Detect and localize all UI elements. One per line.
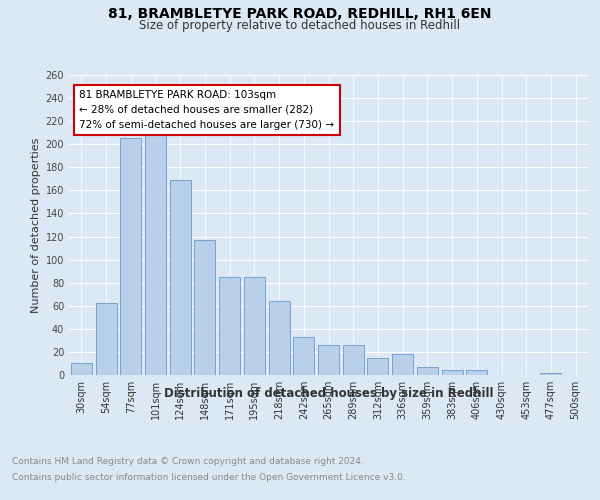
Bar — [120, 138, 141, 375]
Bar — [293, 337, 314, 375]
Text: 81, BRAMBLETYE PARK ROAD, REDHILL, RH1 6EN: 81, BRAMBLETYE PARK ROAD, REDHILL, RH1 6… — [108, 8, 492, 22]
Bar — [417, 367, 438, 375]
Y-axis label: Number of detached properties: Number of detached properties — [31, 138, 41, 312]
Bar — [466, 370, 487, 375]
Bar — [170, 180, 191, 375]
Bar — [244, 277, 265, 375]
Text: 81 BRAMBLETYE PARK ROAD: 103sqm
← 28% of detached houses are smaller (282)
72% o: 81 BRAMBLETYE PARK ROAD: 103sqm ← 28% of… — [79, 90, 334, 130]
Bar — [367, 358, 388, 375]
Bar — [145, 135, 166, 375]
Text: Contains public sector information licensed under the Open Government Licence v3: Contains public sector information licen… — [12, 472, 406, 482]
Bar — [392, 354, 413, 375]
Bar — [442, 370, 463, 375]
Bar — [95, 304, 116, 375]
Bar — [219, 277, 240, 375]
Text: Size of property relative to detached houses in Redhill: Size of property relative to detached ho… — [139, 19, 461, 32]
Bar — [194, 240, 215, 375]
Text: Distribution of detached houses by size in Redhill: Distribution of detached houses by size … — [164, 388, 494, 400]
Bar — [269, 301, 290, 375]
Bar — [343, 345, 364, 375]
Bar — [71, 364, 92, 375]
Text: Contains HM Land Registry data © Crown copyright and database right 2024.: Contains HM Land Registry data © Crown c… — [12, 458, 364, 466]
Bar — [318, 345, 339, 375]
Bar — [541, 372, 562, 375]
